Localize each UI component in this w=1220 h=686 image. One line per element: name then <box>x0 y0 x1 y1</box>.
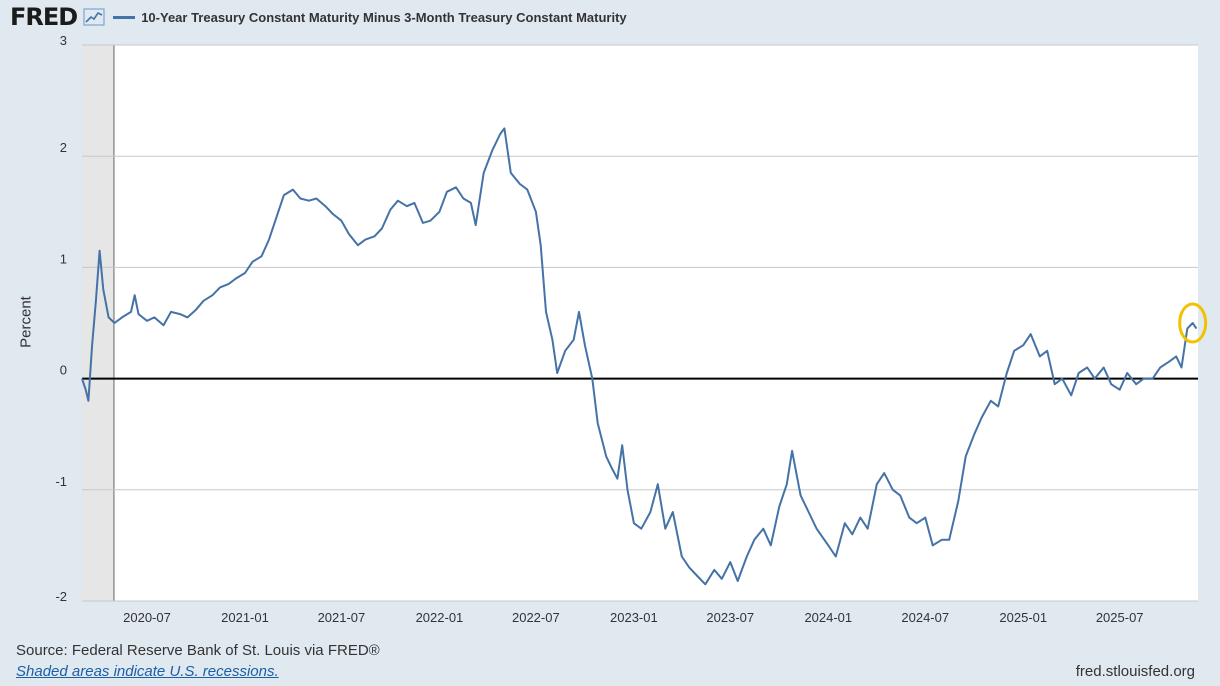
x-tick-label: 2025-07 <box>1096 610 1144 625</box>
series-layer <box>81 127 1198 586</box>
x-tick-label: 2022-07 <box>512 610 560 625</box>
x-tick-label: 2020-07 <box>123 610 171 625</box>
fred-logo[interactable]: FRED <box>10 3 78 31</box>
x-tick-label: 2023-01 <box>610 610 658 625</box>
series-line <box>81 127 1198 586</box>
x-tick-label: 2021-01 <box>221 610 269 625</box>
y-axis-label: Percent <box>17 296 35 348</box>
legend-swatch <box>113 15 136 19</box>
highlight-circle <box>1178 302 1208 344</box>
y-tick-label: 3 <box>60 33 67 48</box>
plot-background <box>82 45 1198 601</box>
highlight-layer <box>1178 302 1208 344</box>
y-tick-label: 2 <box>60 140 67 155</box>
chart: -2 -1 0 1 2 3 2020-07 2021-01 2021-07 2022-01 2022… <box>55 33 1208 625</box>
y-tick-label: -1 <box>55 474 67 489</box>
gridlines <box>82 44 1198 602</box>
trend-line-icon[interactable] <box>83 8 105 26</box>
legend-label: 10-Year Treasury Constant Maturity Minus… <box>141 9 627 25</box>
site-url[interactable]: fred.stlouisfed.org <box>1075 663 1195 680</box>
recession-note-link[interactable]: Shaded areas indicate U.S. recessions. <box>16 663 279 680</box>
source-text: Source: Federal Reserve Bank of St. Loui… <box>16 642 380 659</box>
recession-shading-layer <box>82 45 115 601</box>
legend: 10-Year Treasury Constant Maturity Minus… <box>113 9 627 25</box>
x-tick-label: 2025-01 <box>999 610 1047 625</box>
y-tick-label: 0 <box>60 363 67 378</box>
recession-band <box>82 45 114 601</box>
x-tick-label: 2021-07 <box>318 610 366 625</box>
tick-labels: -2 -1 0 1 2 3 2020-07 2021-01 2021-07 2022-01 2022… <box>55 33 1143 625</box>
x-tick-label: 2022-01 <box>416 610 464 625</box>
x-tick-label: 2024-01 <box>804 610 852 625</box>
chart-header: FRED 10-Year Treasury Constant Maturity … <box>10 3 627 31</box>
y-tick-label: 1 <box>60 251 67 266</box>
y-tick-label: -2 <box>55 589 67 604</box>
x-tick-label: 2023-07 <box>706 610 754 625</box>
x-tick-label: 2024-07 <box>901 610 949 625</box>
